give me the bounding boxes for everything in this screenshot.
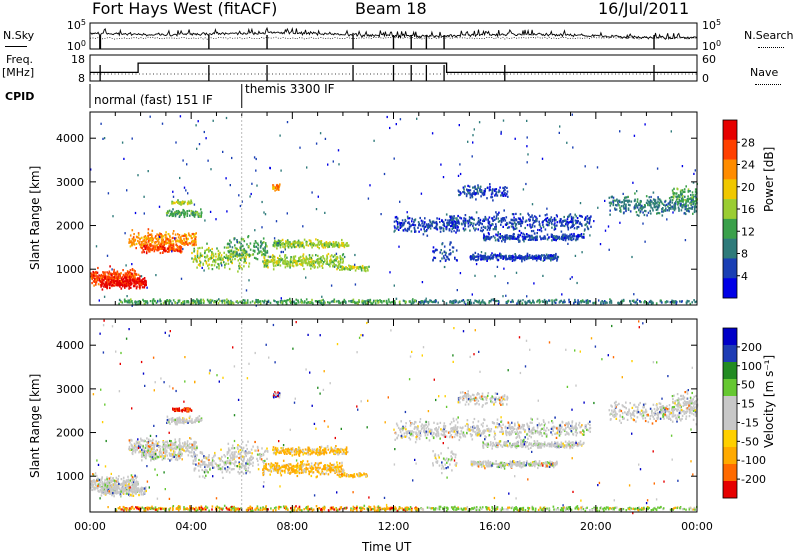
power-ytick-label: 1000 (56, 263, 84, 276)
velocity-colorbar-tick-label: -15 (741, 416, 759, 429)
xtick-label: 00:00 (74, 520, 106, 533)
xaxis-label: Time UT (362, 540, 412, 554)
velocity-colorbar-frame (722, 327, 738, 499)
power-colorbar-tick-label: 24 (741, 159, 755, 172)
freq-trace (90, 62, 697, 74)
power-colorbar-tick-label: 4 (741, 270, 748, 283)
freq-tick-right-top: 60 (702, 53, 716, 66)
power-colorbar-tick-label: 28 (741, 136, 755, 149)
nsearch-line (758, 47, 784, 48)
freq-tick-left-top: 18 (71, 53, 85, 66)
velocity-ytick-label: 2000 (56, 427, 84, 440)
velocity-colorbar-swatch (723, 379, 737, 397)
velocity-cells (90, 319, 699, 515)
velocity-colorbar-swatch (723, 481, 737, 499)
nsky-line (5, 46, 27, 47)
power-ytick-label: 4000 (56, 132, 84, 145)
velocity-colorbar-tick-label: -200 (741, 473, 766, 486)
xtick-label: 08:00 (276, 520, 308, 533)
freq-tick-right-bottom: 0 (702, 72, 709, 85)
xtick-label: 12:00 (378, 520, 410, 533)
power-colorbar-swatch (723, 179, 737, 200)
power-colorbar-swatch (723, 199, 737, 220)
power-colorbar-tick-label: 16 (741, 203, 755, 216)
velocity-colorbar-tick-label: -50 (741, 435, 759, 448)
date-title: 16/Jul/2011 (598, 0, 690, 18)
power-ytick-label: 2000 (56, 220, 84, 233)
velocity-colorbar-tick-label: -100 (741, 454, 766, 467)
velocity-colorbar-swatch (723, 430, 737, 448)
nave-label: Nave (750, 66, 779, 79)
velocity-colorbar-tick-label: 100 (741, 360, 762, 373)
power-colorbar-tick-label: 12 (741, 225, 755, 238)
xtick-label: 16:00 (479, 520, 511, 533)
xtick-label: 20:00 (580, 520, 612, 533)
cpid-label: CPID (5, 90, 35, 103)
velocity-colorbar-tick-label: 50 (741, 379, 755, 392)
noise-tick-right-top: 105 (702, 18, 721, 32)
power-colorbar-swatch (723, 139, 737, 160)
power-frame (89, 111, 698, 306)
station-title: Fort Hays West (fitACF) (92, 0, 278, 18)
velocity-frame (89, 318, 698, 513)
velocity-colorbar-swatch (723, 413, 737, 431)
velocity-colorbar-swatch (723, 328, 737, 346)
power-colorbar-swatch (723, 218, 737, 239)
power-colorbar-swatch (723, 120, 737, 141)
power-colorbar-swatch (723, 159, 737, 180)
power-colorbar-tick-label: 20 (741, 181, 755, 194)
xtick-label: 00:00 (681, 520, 713, 533)
noise-tick-left-bottom: 100 (67, 39, 86, 53)
cpid-mode-2: themis 3300 IF (245, 82, 335, 96)
power-ytick-label: 3000 (56, 176, 84, 189)
nsky-label: N.Sky (3, 29, 35, 42)
mhz-label: [MHz] (2, 66, 35, 79)
velocity-ytick-label: 3000 (56, 383, 84, 396)
power-colorbar-swatch (723, 278, 737, 299)
velocity-ytick-label: 1000 (56, 470, 84, 483)
nave-line (755, 84, 781, 85)
freq-tick-left-bottom: 8 (78, 72, 85, 85)
power-colorbar-tick-label: 8 (741, 248, 748, 261)
nsearch-label: N.Search (744, 29, 794, 42)
beam-title: Beam 18 (355, 0, 427, 18)
velocity-colorbar-swatch (723, 464, 737, 482)
freq-label: Freq. (6, 53, 34, 66)
velocity-colorbar-swatch (723, 447, 737, 465)
noise-tick-left-top: 105 (67, 18, 86, 32)
velocity-colorbar-tick-label: 200 (741, 341, 762, 354)
velocity-colorbar-swatch (723, 345, 737, 363)
velocity-colorbar-swatch (723, 396, 737, 414)
velocity-ytick-label: 4000 (56, 339, 84, 352)
cpid-mode-1: normal (fast) 151 IF (94, 93, 213, 107)
power-colorbar-swatch (723, 258, 737, 279)
xtick-label: 04:00 (175, 520, 207, 533)
velocity-colorbar-tick-label: 15 (741, 398, 755, 411)
velocity-colorbar-swatch (723, 362, 737, 380)
power-colorbar-swatch (723, 238, 737, 259)
noise-tick-right-bottom: 100 (702, 39, 721, 53)
power-cells (90, 113, 698, 307)
